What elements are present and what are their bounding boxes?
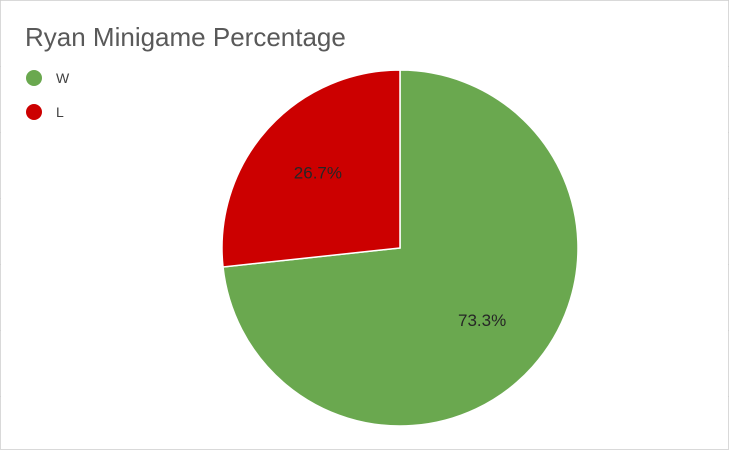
sheet-gridline-left (0, 0, 1, 450)
legend-swatch-w (26, 70, 42, 86)
pie-slice-l (221, 69, 401, 268)
legend-swatch-l (26, 104, 42, 120)
data-label-w: 73.3% (458, 311, 506, 330)
legend-label-l: L (56, 104, 64, 120)
chart-title: Ryan Minigame Percentage (25, 22, 346, 52)
chart-legend: W L (26, 68, 69, 136)
legend-item-w: W (26, 68, 69, 88)
data-label-l: 26.7% (294, 164, 342, 183)
legend-label-w: W (56, 70, 70, 86)
legend-item-l: L (26, 102, 69, 122)
